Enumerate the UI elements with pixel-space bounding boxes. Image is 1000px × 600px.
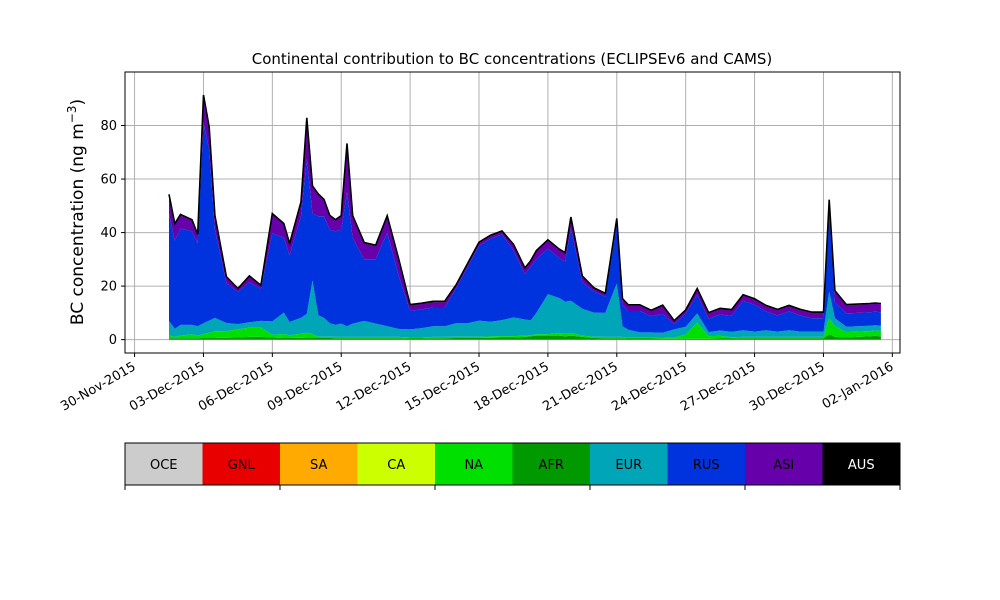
colorbar-cell-na xyxy=(435,443,513,485)
y-tick-label: 20 xyxy=(100,280,117,295)
series-area-rus xyxy=(169,122,881,333)
series-area-eur xyxy=(169,280,881,338)
plot-frame xyxy=(124,71,901,354)
chart-title: Continental contribution to BC concentra… xyxy=(252,50,773,68)
series-area-afr xyxy=(169,334,881,340)
colorbar-label: OCE xyxy=(150,458,178,473)
colorbar-label: ASI xyxy=(773,458,794,473)
colorbar-label: CA xyxy=(387,458,405,473)
plot-areas xyxy=(168,94,881,340)
colorbar-cell-afr xyxy=(512,443,590,485)
total-outline xyxy=(168,94,881,322)
y-tick-label: 60 xyxy=(100,173,117,188)
colorbar-cell-gnl xyxy=(202,443,280,485)
colorbar-label: SA xyxy=(310,458,327,473)
y-tick-label: 40 xyxy=(100,226,117,241)
colorbar-cell-rus xyxy=(667,443,745,485)
colorbar-label: AFR xyxy=(539,458,564,473)
colorbar-cell-sa xyxy=(280,443,358,485)
colorbar-cell-eur xyxy=(590,443,668,485)
y-axis-label-close: ) xyxy=(68,99,88,106)
colorbar-cell-oce xyxy=(125,443,203,485)
colorbar-label: GNL xyxy=(228,458,256,473)
colorbar-label: AUS xyxy=(848,458,875,473)
colorbar-label: RUS xyxy=(693,458,720,473)
y-axis-label: BC concentration (ng m−3) xyxy=(65,99,88,325)
colorbar-label: NA xyxy=(464,458,483,473)
colorbar: OCE GNL SA CA NA AFR EUR RUS ASI AUS xyxy=(124,442,901,490)
colorbar-cell-asi xyxy=(745,443,823,485)
colorbar-cell-aus xyxy=(822,443,900,485)
series-area-na xyxy=(169,318,881,339)
y-axis-label-main: BC concentration (ng m xyxy=(68,123,88,325)
y-axis-label-sup: −3 xyxy=(65,105,79,123)
colorbar-label: EUR xyxy=(615,458,642,473)
colorbar-cell-ca xyxy=(357,443,435,485)
y-tick-label: 80 xyxy=(100,119,117,134)
colorbar-frame xyxy=(124,442,901,486)
y-tick-label: 0 xyxy=(109,333,117,348)
